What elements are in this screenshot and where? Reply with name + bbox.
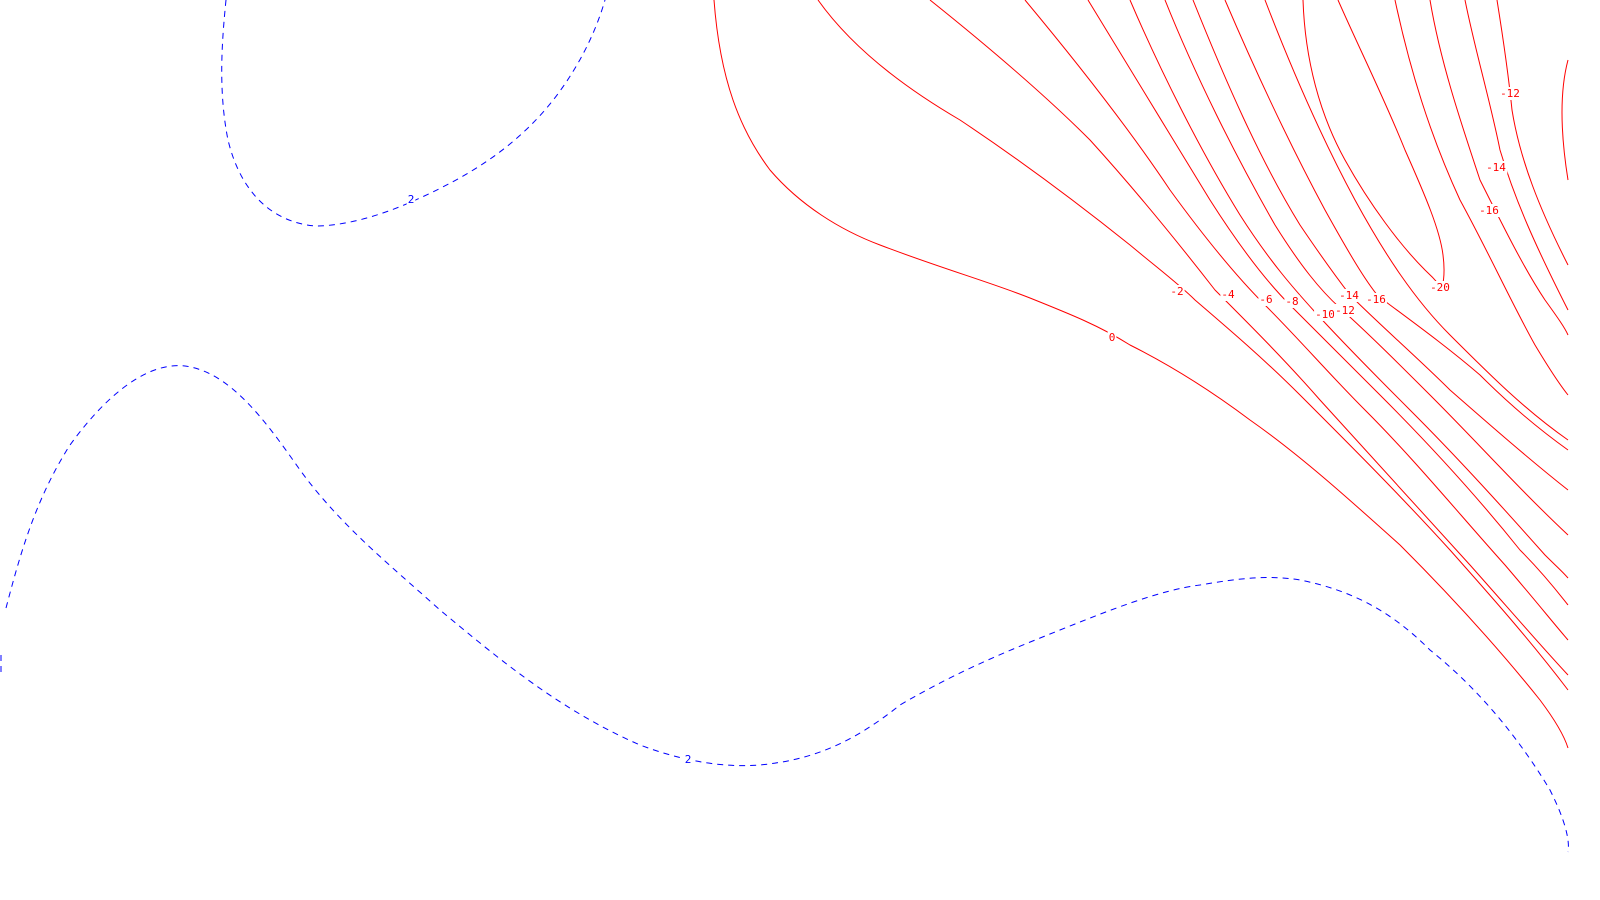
contour-label-minus-12-8: -12 bbox=[1335, 304, 1355, 317]
contour-line-minus-6 bbox=[1024, 0, 1569, 641]
contour-label-2-0: 2 bbox=[408, 193, 415, 206]
contour-label-bg bbox=[1485, 161, 1508, 174]
contour-line-0 bbox=[713, 0, 1569, 749]
contour-label-minus-20-11: -20 bbox=[1430, 281, 1450, 294]
contour-line-2-lower bbox=[5, 365, 1569, 853]
contour-label-minus-14-9: -14 bbox=[1339, 289, 1359, 302]
contour-line-minus-8 bbox=[1087, 0, 1569, 606]
contour-line-minus-14 bbox=[1192, 0, 1569, 491]
contour-line-minus-20 bbox=[1302, 0, 1443, 289]
contour-label-0-2: 0 bbox=[1109, 331, 1116, 344]
contour-label-bg bbox=[1334, 304, 1356, 317]
contour-line-minus-18b bbox=[1337, 0, 1445, 289]
contour-label-minus-6-5: -6 bbox=[1259, 293, 1272, 306]
contour-label-bg bbox=[1429, 281, 1451, 294]
contour-line-minus-2 bbox=[817, 0, 1569, 691]
contour-line-minus-12-right bbox=[1464, 0, 1569, 311]
contour-label-bg bbox=[1478, 204, 1500, 217]
contour-label-bg bbox=[1220, 288, 1236, 301]
contour-label-bg bbox=[1107, 331, 1117, 344]
contour-label-minus-12-14: -12 bbox=[1500, 87, 1520, 100]
contour-line-minus-10 bbox=[1129, 0, 1569, 579]
contour-label-minus-16-10: -16 bbox=[1366, 293, 1386, 306]
contour-label-bg bbox=[1169, 285, 1185, 298]
contour-label-bg bbox=[1499, 87, 1521, 100]
contour-label-bg bbox=[1338, 289, 1361, 302]
contour-line-minus-18 bbox=[1264, 0, 1569, 441]
contour-label-bg bbox=[1314, 308, 1336, 321]
contour-line-2-upper bbox=[221, 0, 606, 227]
contour-line-minus-16-right bbox=[1394, 0, 1569, 396]
contour-label-minus-4-4: -4 bbox=[1221, 288, 1235, 301]
contour-labels: 220-2 -4 -6 -8-10 -12-14 -16-20-16-14-12 bbox=[406, 87, 1521, 766]
contour-label-2-1: 2 bbox=[685, 753, 692, 766]
contour-label-bg bbox=[1284, 295, 1300, 308]
contour-label-minus-8-6: -8 bbox=[1285, 295, 1298, 308]
contour-label-bg bbox=[406, 193, 416, 206]
contour-line-minus-16 bbox=[1224, 0, 1569, 451]
contour-line-minus-4 bbox=[929, 0, 1569, 676]
contour-label-bg bbox=[1258, 293, 1274, 306]
contour-label-minus-2-3: -2 bbox=[1170, 285, 1183, 298]
contour-label-minus-10-7: -10 bbox=[1315, 308, 1335, 321]
contour-line-minus-8-edge bbox=[1561, 59, 1569, 181]
contour-label-minus-14-13: -14 bbox=[1486, 161, 1506, 174]
contour-label-bg bbox=[1365, 293, 1387, 306]
contour-line-minus-12 bbox=[1164, 0, 1569, 536]
contour-label-bg bbox=[683, 753, 693, 766]
contour-label-minus-16-12: -16 bbox=[1479, 204, 1499, 217]
contour-line-minus-10-right bbox=[1496, 0, 1569, 266]
